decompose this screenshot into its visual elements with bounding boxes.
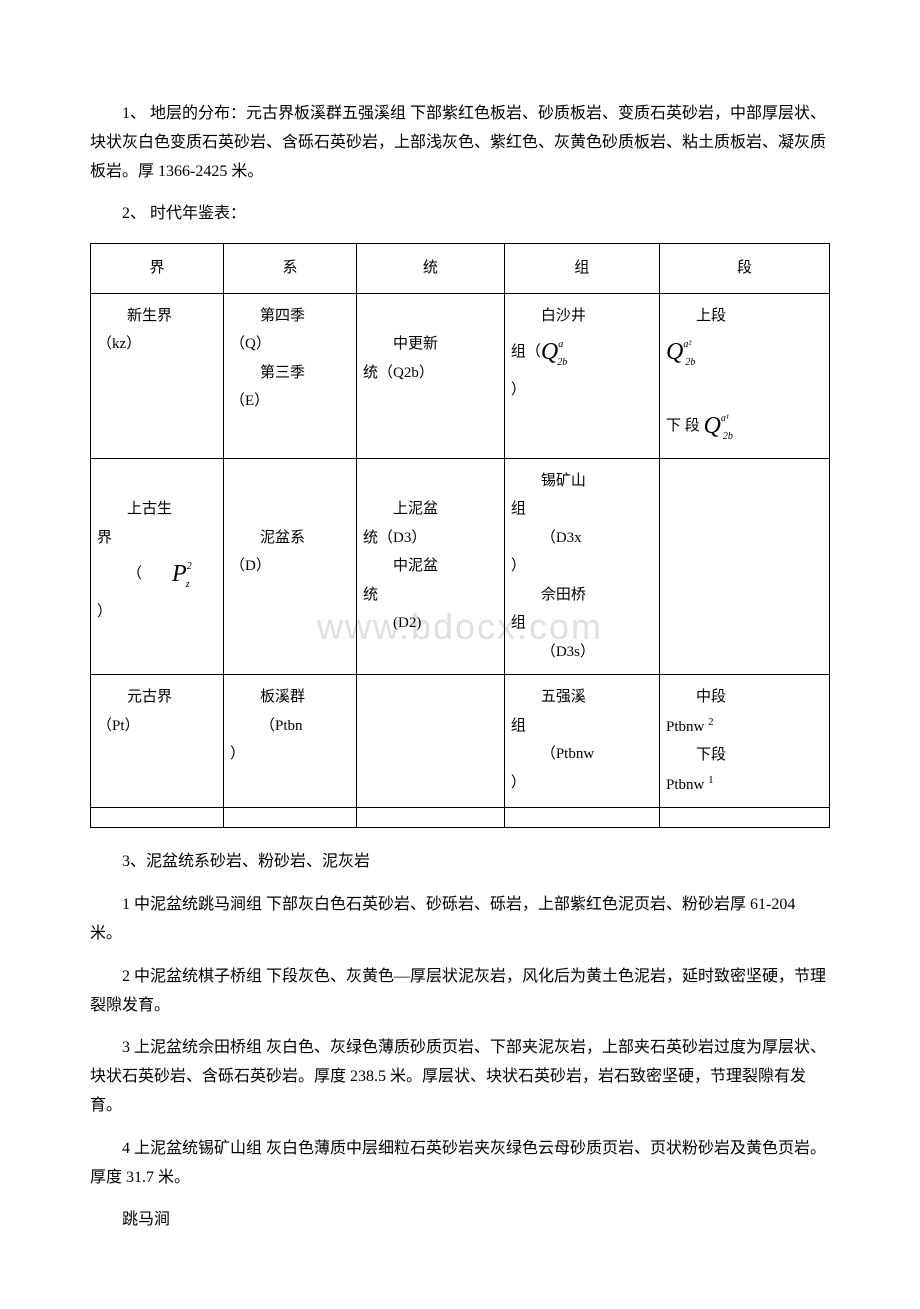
- cell-proterozoic-duan: 中段 Ptbnw 2 下段 Ptbnw 1: [660, 675, 830, 808]
- lower-seg-code: Ptbnw: [666, 777, 708, 793]
- tertiary-code: （E）: [230, 393, 269, 409]
- paragraph-3: 3、泥盆统系砂岩、粉砂岩、泥灰岩: [90, 848, 830, 877]
- header-tong: 统: [357, 244, 505, 294]
- shetianqiao-zu: 组: [511, 615, 526, 631]
- table-row-paleozoic: 上古生 界 （P2z ） 泥盆系 （D） 上泥盆 统（D3: [91, 458, 830, 675]
- cell-proterozoic-tong: [357, 675, 505, 808]
- baishajing-close: ）: [511, 382, 526, 398]
- table-header-row: 界 系 统 组 段: [91, 244, 830, 294]
- middle-devonian-tong: 统: [363, 587, 378, 603]
- baishajing-prefix: 组（: [511, 344, 541, 360]
- wuqiangxi-code: （Ptbnw: [541, 746, 594, 762]
- paragraph-7: 4 上泥盆统锡矿山组 灰白色薄质中层细粒石英砂岩夹灰绿色云母砂质页岩、页状粉砂岩…: [90, 1135, 830, 1193]
- lower-seg-sup: 1: [708, 774, 714, 786]
- wuqiangxi-zu: 组: [511, 718, 526, 734]
- cell-cenozoic-tong: 中更新 统（Q2b）: [357, 293, 505, 458]
- geological-age-table: 界 系 统 组 段 新生界 （kz） 第四季 （Q） 第三季 （E）: [90, 243, 830, 828]
- xikuangshan-close: ）: [511, 558, 526, 574]
- paragraph-8: 跳马涧: [90, 1206, 830, 1235]
- upper-devonian-label: 上泥盆: [393, 501, 438, 517]
- paragraph-4: 1 中泥盆统跳马涧组 下部灰白色石英砂岩、砂砾岩、砾岩，上部紫红色泥页岩、粉砂岩…: [90, 891, 830, 949]
- lower-seg-label: 下段: [696, 747, 726, 763]
- banxi-label: 板溪群: [260, 689, 305, 705]
- paleozoic-close: ）: [97, 604, 112, 620]
- cell-cenozoic-xi: 第四季 （Q） 第三季 （E）: [224, 293, 357, 458]
- middle-seg-code: Ptbnw: [666, 719, 708, 735]
- cell-cenozoic-duan: 上段 Qa²2b 下 段 Qa¹2b: [660, 293, 830, 458]
- spacer-cell-2: [224, 808, 357, 828]
- formula-q-upper: Qa²2b: [666, 330, 701, 376]
- cell-paleozoic-xi: 泥盆系 （D）: [224, 458, 357, 675]
- formula-p: P2z: [142, 552, 196, 598]
- cell-paleozoic-duan: [660, 458, 830, 675]
- baishajing-label: 白沙井: [541, 308, 586, 324]
- paleozoic-label: 上古生: [127, 501, 172, 517]
- table-row-cenozoic: 新生界 （kz） 第四季 （Q） 第三季 （E） 中更新 统（Q2b）: [91, 293, 830, 458]
- cell-proterozoic-zu: 五强溪 组 （Ptbnw ）: [504, 675, 659, 808]
- paragraph-2: 2、 时代年鉴表：: [90, 200, 830, 229]
- cell-proterozoic-jie: 元古界 （Pt）: [91, 675, 224, 808]
- upper-segment-label: 上段: [696, 308, 726, 324]
- banxi-code: （Ptbn: [260, 718, 303, 734]
- cell-paleozoic-zu: 锡矿山 组 （D3x ） 佘田桥 组 （D3s）: [504, 458, 659, 675]
- cell-proterozoic-xi: 板溪群 （Ptbn ）: [224, 675, 357, 808]
- document-content: 1、 地层的分布：元古界板溪群五强溪组 下部紫红色板岩、砂质板岩、变质石英砂岩，…: [90, 100, 830, 1235]
- middle-devonian-code: (D2): [393, 615, 421, 631]
- proterozoic-label: 元古界: [127, 689, 172, 705]
- cenozoic-code: （kz）: [97, 336, 141, 352]
- paragraph-6: 3 上泥盆统佘田桥组 灰白色、灰绿色薄质砂质页岩、下部夹泥灰岩，上部夹石英砂岩过…: [90, 1034, 830, 1120]
- middle-devonian-label: 中泥盆: [393, 558, 438, 574]
- spacer-cell-1: [91, 808, 224, 828]
- xikuangshan-code: （D3x: [541, 530, 582, 546]
- quaternary-label: 第四季: [260, 308, 305, 324]
- spacer-cell-4: [504, 808, 659, 828]
- devonian-label: 泥盆系: [260, 530, 305, 546]
- header-jie: 界: [91, 244, 224, 294]
- pleistocene-label: 中更新: [393, 336, 438, 352]
- cell-paleozoic-jie: 上古生 界 （P2z ）: [91, 458, 224, 675]
- paleozoic-jie-text: 界: [97, 530, 112, 546]
- table-row-spacer: [91, 808, 830, 828]
- header-xi: 系: [224, 244, 357, 294]
- xikuangshan-zu: 组: [511, 501, 526, 517]
- table-row-proterozoic: 元古界 （Pt） 板溪群 （Ptbn ） 五强溪 组: [91, 675, 830, 808]
- lower-segment-prefix: 下 段: [666, 419, 704, 435]
- xikuangshan-label: 锡矿山: [541, 473, 586, 489]
- shetianqiao-code: （D3s）: [541, 644, 595, 660]
- formula-q-lower: Qa¹2b: [704, 404, 739, 450]
- spacer-cell-5: [660, 808, 830, 828]
- header-zu: 组: [504, 244, 659, 294]
- spacer-cell-3: [357, 808, 505, 828]
- tertiary-label: 第三季: [260, 365, 305, 381]
- quaternary-code: （Q）: [230, 336, 271, 352]
- paragraph-5: 2 中泥盆统棋子桥组 下段灰色、灰黄色—厚层状泥灰岩，风化后为黄土色泥岩，延时致…: [90, 963, 830, 1021]
- cell-cenozoic-jie: 新生界 （kz）: [91, 293, 224, 458]
- shetianqiao-label: 佘田桥: [541, 587, 586, 603]
- cenozoic-label: 新生界: [127, 308, 172, 324]
- formula-q-zu: Qa2b: [541, 330, 573, 376]
- upper-devonian-code: 统（D3）: [363, 530, 426, 546]
- middle-seg-sup: 2: [708, 716, 714, 728]
- middle-seg-label: 中段: [696, 689, 726, 705]
- wuqiangxi-close: ）: [511, 775, 526, 791]
- devonian-code: （D）: [230, 558, 271, 574]
- header-duan: 段: [660, 244, 830, 294]
- proterozoic-code: （Pt）: [97, 718, 140, 734]
- wuqiangxi-label: 五强溪: [541, 689, 586, 705]
- cell-paleozoic-tong: 上泥盆 统（D3） 中泥盆 统 (D2): [357, 458, 505, 675]
- banxi-close: ）: [230, 746, 245, 762]
- pleistocene-code: 统（Q2b）: [363, 365, 434, 381]
- paleozoic-prefix: （: [127, 567, 142, 583]
- cell-cenozoic-zu: 白沙井 组（Qa2b ）: [504, 293, 659, 458]
- paragraph-1: 1、 地层的分布：元古界板溪群五强溪组 下部紫红色板岩、砂质板岩、变质石英砂岩，…: [90, 100, 830, 186]
